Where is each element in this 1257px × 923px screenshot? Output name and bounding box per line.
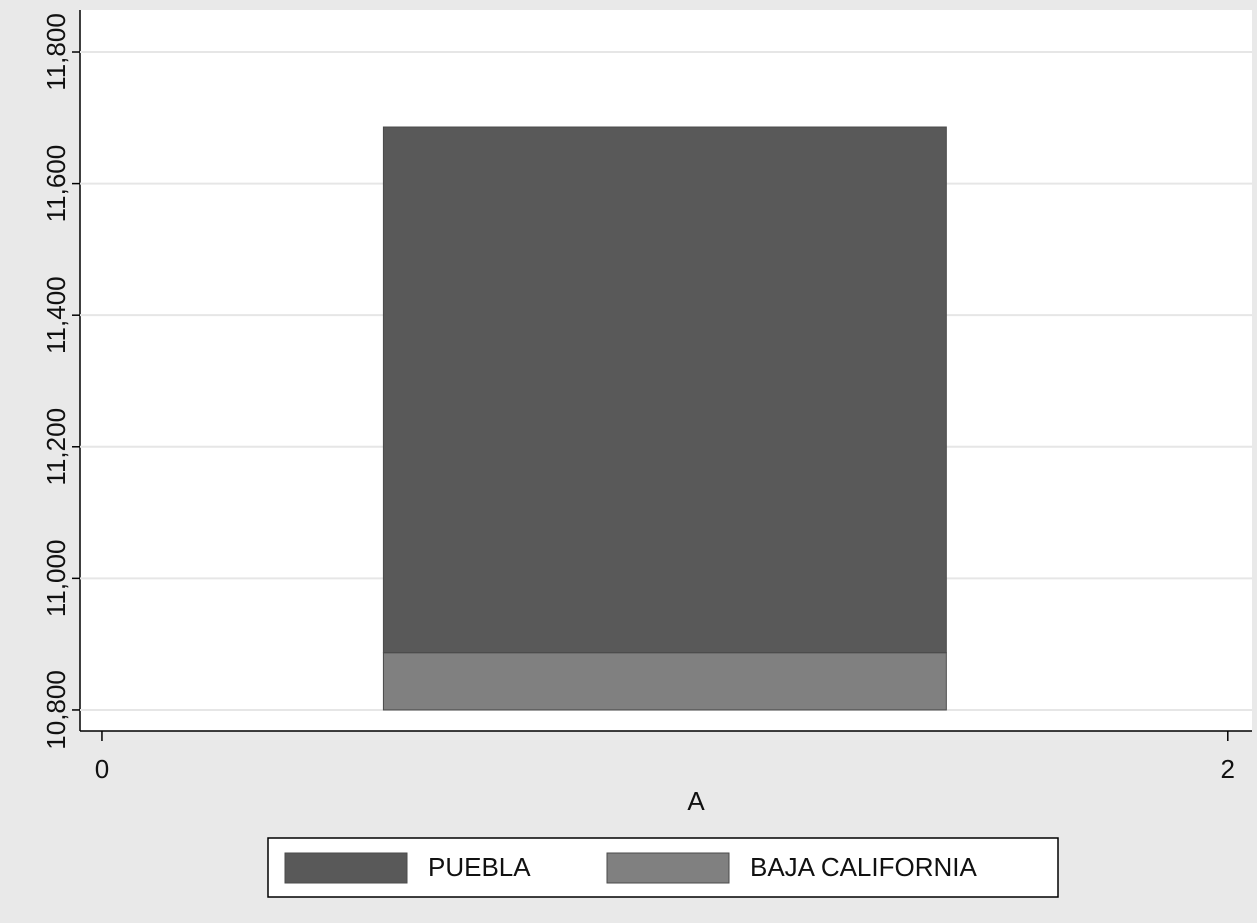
legend-swatch bbox=[284, 852, 408, 884]
y-tick-label: 11,000 bbox=[41, 540, 71, 618]
y-tick-label: 11,600 bbox=[41, 145, 71, 223]
y-tick-label: 11,200 bbox=[41, 408, 71, 486]
y-tick-label: 11,800 bbox=[41, 13, 71, 91]
legend-swatch bbox=[606, 852, 730, 884]
legend-label: BAJA CALIFORNIA bbox=[750, 852, 977, 882]
x-axis-label: A bbox=[687, 786, 705, 816]
legend-label: PUEBLA bbox=[428, 852, 531, 882]
y-tick-label: 10,800 bbox=[41, 670, 71, 750]
bar-segment bbox=[382, 126, 947, 654]
x-tick-label: 2 bbox=[1221, 754, 1235, 784]
y-tick-label: 11,400 bbox=[41, 276, 71, 354]
x-tick-label: 0 bbox=[95, 754, 109, 784]
bar-segment bbox=[382, 652, 947, 711]
